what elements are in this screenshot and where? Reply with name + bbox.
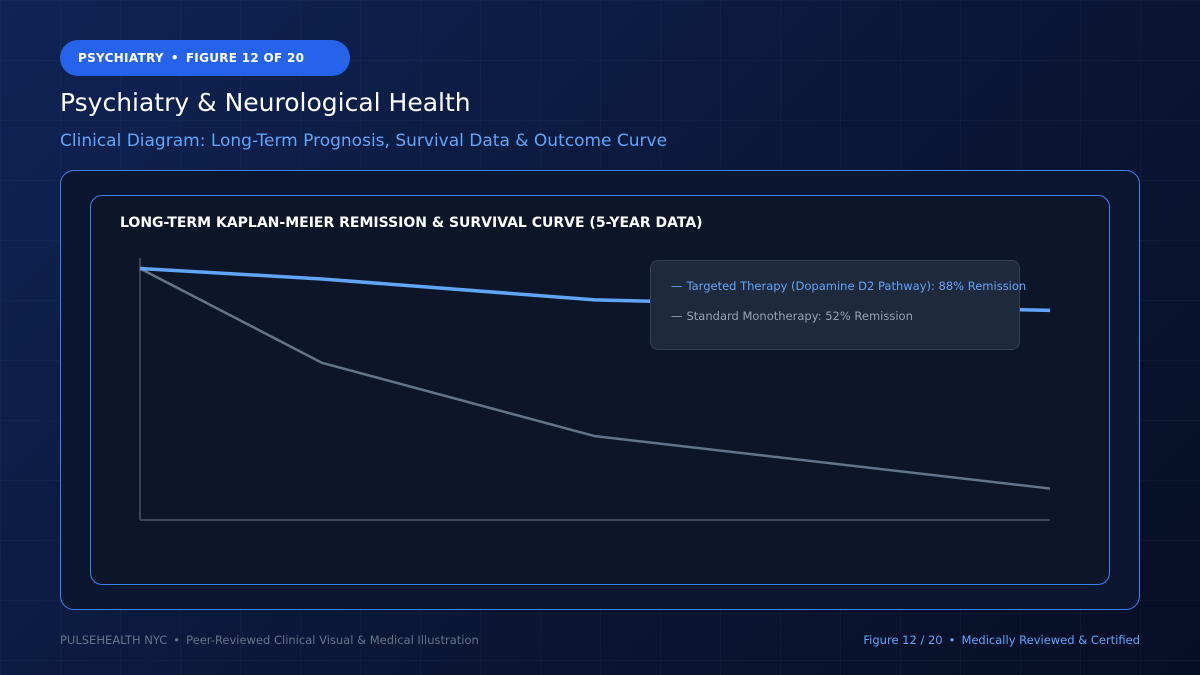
legend-item-standard-monotherapy: — Standard Monotherapy: 52% Remission (671, 307, 1019, 337)
page-subtitle: Clinical Diagram: Long-Term Prognosis, S… (60, 131, 668, 151)
footer-brand-line: PULSEHEALTH NYC • Peer-Reviewed Clinical V… (60, 633, 479, 647)
page-title: Psychiatry & Neurological Health (60, 88, 471, 117)
chart-legend: — Targeted Therapy (Dopamine D2 Pathway):… (650, 260, 1026, 350)
legend-swatch-targeted: — (671, 279, 683, 293)
chart-title: LONG-TERM KAPLAN-MEIER REMISSION & SURVI… (120, 215, 703, 231)
footer-figure-line: Figure 12 / 20 • Medically Reviewed & Cert… (863, 633, 1140, 647)
legend-item-targeted-therapy: — Targeted Therapy (Dopamine D2 Pathway):… (671, 277, 1026, 307)
footer-figure: Figure 12 / 20 (863, 633, 943, 647)
badge-separator: • (170, 51, 179, 65)
footer-tagline: Peer-Reviewed Clinical Visual & Medical … (186, 633, 479, 647)
category-badge: PSYCHIATRY • FIGURE 12 OF 20 (60, 40, 350, 76)
badge-figure: FIGURE 12 OF 20 (185, 51, 305, 65)
badge-category: PSYCHIATRY (78, 51, 164, 65)
legend-label-targeted: Targeted Therapy (Dopamine D2 Pathway): … (686, 279, 1027, 293)
footer-separator: • (948, 633, 956, 647)
series-line-standard-monotherapy (139, 267, 1051, 490)
legend-label-standard: Standard Monotherapy: 52% Remission (686, 309, 913, 323)
footer-separator: • (173, 633, 181, 647)
footer-brand: PULSEHEALTH NYC (60, 633, 168, 647)
legend-swatch-standard: — (671, 309, 683, 323)
footer-certified: Medically Reviewed & Certified (961, 633, 1140, 647)
